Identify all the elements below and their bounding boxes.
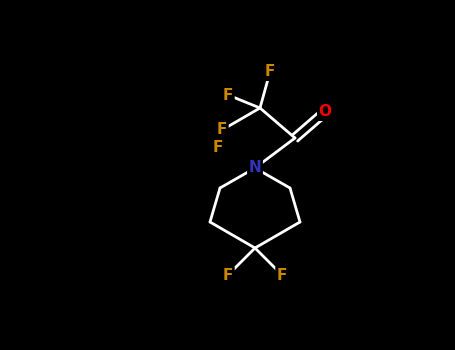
Text: O: O bbox=[318, 105, 332, 119]
Text: F: F bbox=[213, 140, 223, 155]
Text: F: F bbox=[277, 267, 287, 282]
Text: F: F bbox=[217, 122, 227, 138]
Text: F: F bbox=[223, 267, 233, 282]
Text: N: N bbox=[248, 161, 261, 175]
Text: F: F bbox=[265, 64, 275, 79]
Text: F: F bbox=[223, 88, 233, 103]
